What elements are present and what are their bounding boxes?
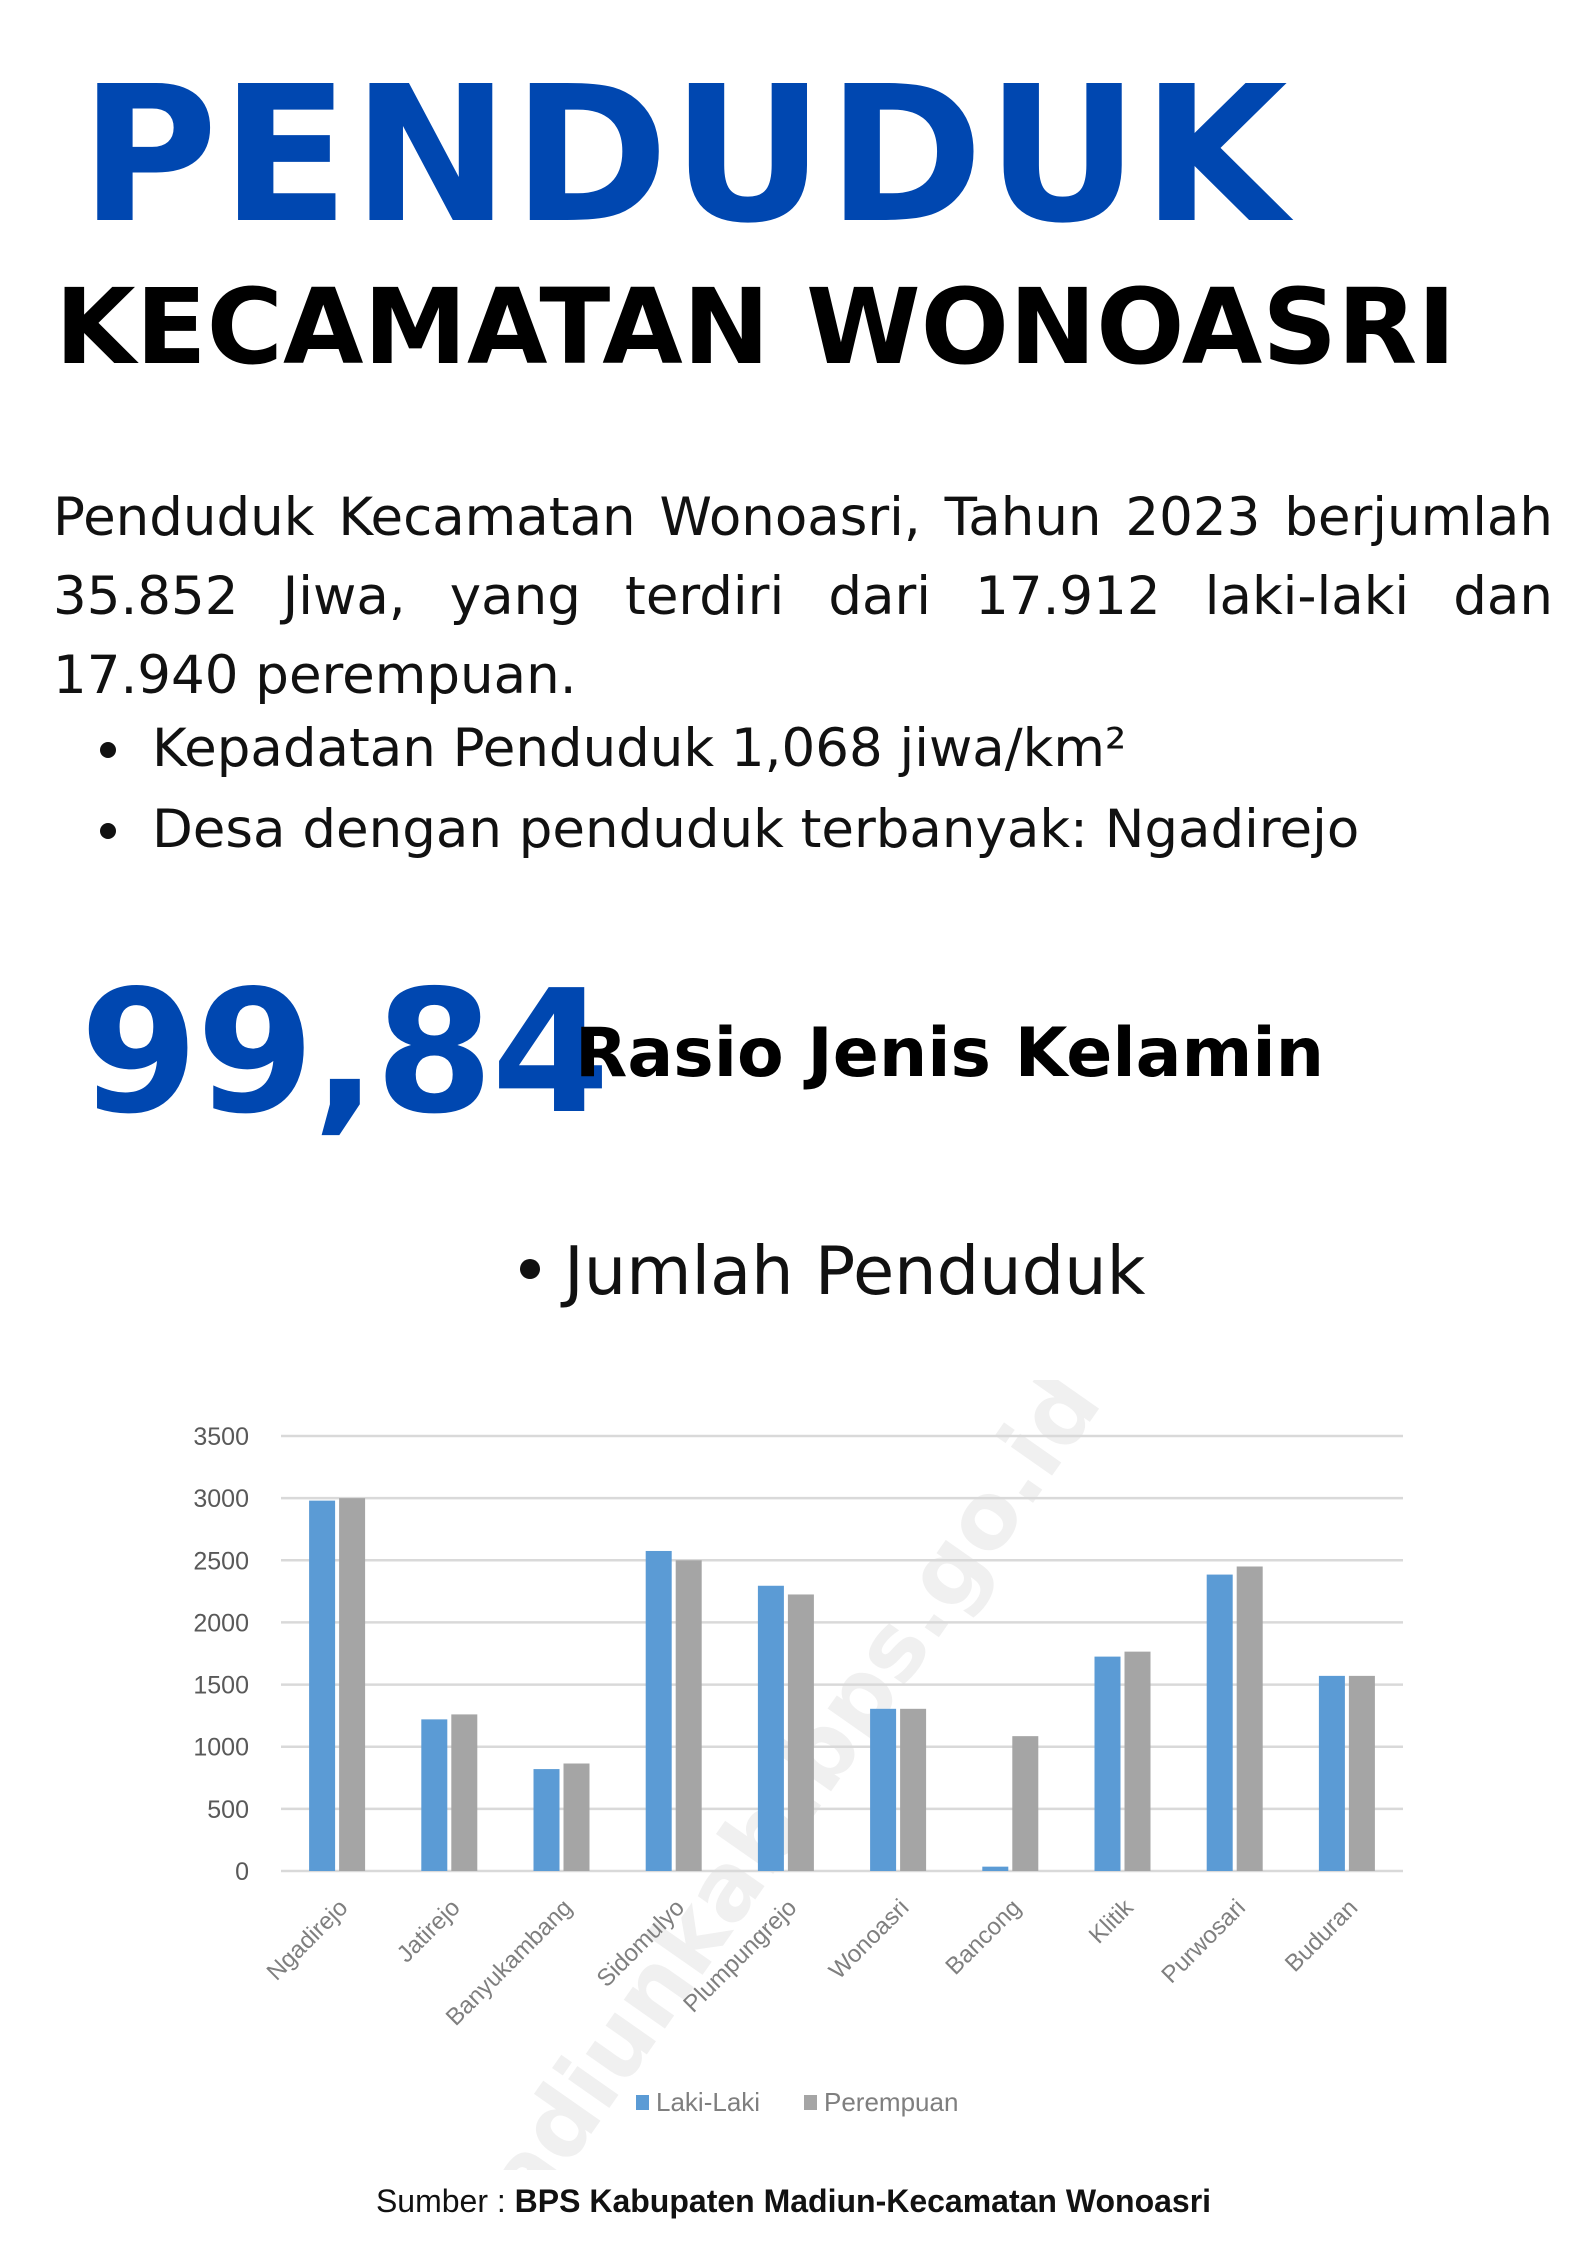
bar-perempuan [787,1594,814,1871]
x-tick-label: Jatirejo [392,1894,466,1968]
y-tick-label: 3000 [193,1485,249,1513]
bar-perempuan [900,1708,927,1871]
source-prefix: Sumber : [375,2183,515,2219]
sex-ratio-label: Rasio Jenis Kelamin [575,1014,1325,1093]
x-tick-label: Klitik [1084,1893,1140,1949]
bar-perempuan [563,1763,590,1871]
population-bar-chart: madiunkab.bps.go.id050010001500200025003… [193,1380,1403,2170]
y-tick-label: 1000 [193,1734,249,1762]
bar-perempuan [1012,1736,1039,1871]
bar-laki-laki [870,1708,897,1871]
bar-laki-laki [645,1550,672,1871]
chart-heading: Jumlah Penduduk [520,1238,1145,1305]
bar-perempuan [451,1714,478,1871]
bullet-largest-village: Desa dengan penduduk terbanyak: Ngadirej… [100,789,1359,870]
x-tick-label: Bancong [940,1894,1026,1980]
bar-laki-laki [1206,1574,1233,1871]
bar-laki-laki [421,1719,448,1871]
y-tick-label: 0 [235,1858,249,1886]
bar-perempuan [1236,1566,1263,1871]
y-tick-label: 3500 [193,1423,249,1451]
bar-laki-laki [982,1866,1009,1871]
bar-laki-laki [1094,1656,1121,1871]
summary-paragraph: Penduduk Kecamatan Wonoasri, Tahun 2023 … [53,487,1553,706]
page-subtitle: KECAMATAN WONOASRI [55,266,1456,388]
bullet-dot-icon [520,1259,540,1280]
bullet-density: Kepadatan Penduduk 1,068 jiwa/km² [100,708,1359,789]
bar-laki-laki [309,1500,336,1871]
x-tick-label: Buduran [1280,1894,1363,1977]
legend-label: Laki-Laki [656,2087,760,2117]
bar-perempuan [675,1560,702,1871]
bar-perempuan [1124,1651,1151,1871]
source-note: Sumber : BPS Kabupaten Madiun-Kecamatan … [0,2183,1587,2220]
y-tick-label: 2500 [193,1547,249,1575]
legend-swatch-icon [636,2095,649,2110]
bar-laki-laki [757,1585,784,1871]
sex-ratio-value: 99,84 [80,954,610,1152]
bar-perempuan [1348,1675,1375,1871]
x-tick-label: Purwosari [1156,1894,1251,1989]
bar-laki-laki [1318,1675,1345,1871]
x-tick-label: Ngadirejo [262,1894,354,1986]
x-tick-label: Wonoasri [824,1894,914,1984]
legend-label: Perempuan [824,2087,958,2117]
source-name: BPS Kabupaten Madiun-Kecamatan Wonoasri [514,2183,1212,2219]
bar-laki-laki [533,1769,560,1871]
y-tick-label: 2000 [193,1609,249,1637]
chart-heading-text: Jumlah Penduduk [564,1232,1146,1310]
page-title: PENDUDUK [80,46,1291,265]
y-tick-label: 1500 [193,1672,249,1700]
legend-swatch-icon [804,2095,817,2110]
y-tick-label: 500 [207,1796,249,1824]
bar-perempuan [339,1498,366,1871]
summary-bullets: Kepadatan Penduduk 1,068 jiwa/km² Desa d… [100,708,1359,870]
